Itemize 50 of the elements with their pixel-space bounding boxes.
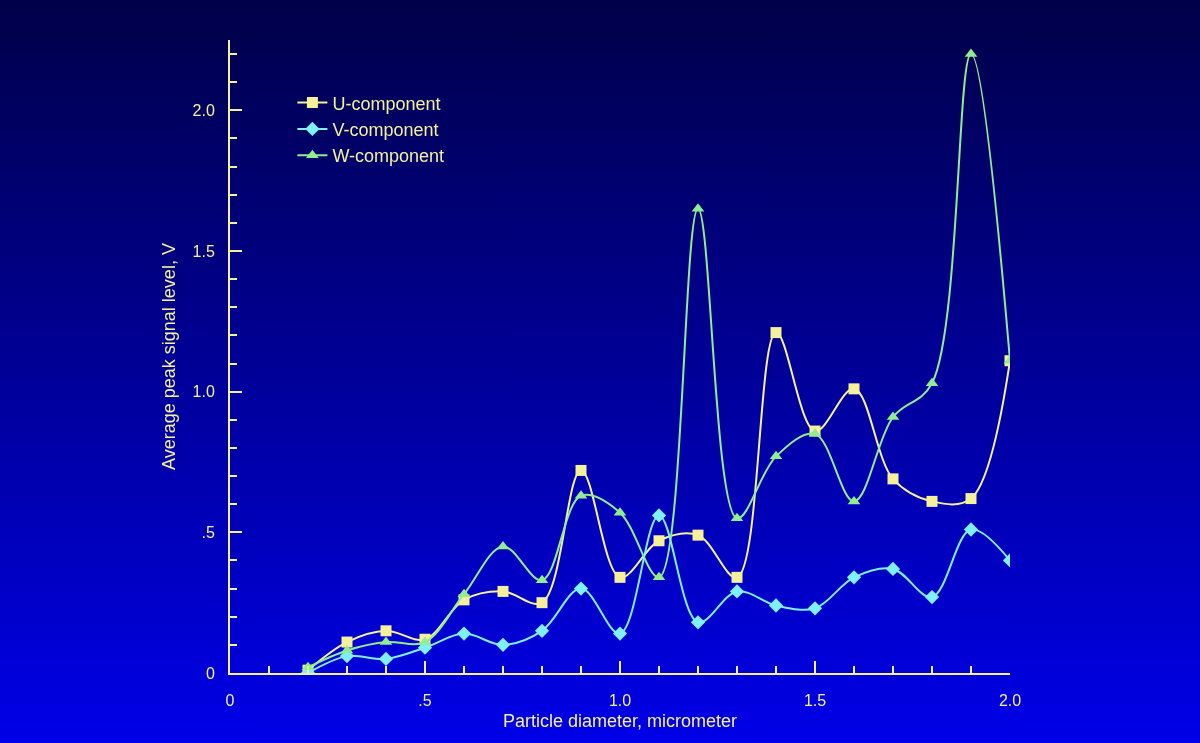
point [926, 495, 938, 507]
point [340, 644, 354, 654]
y-tick-label: 1.5 [192, 242, 215, 260]
point [731, 571, 743, 583]
point [924, 589, 940, 605]
point [575, 464, 587, 476]
point [497, 585, 509, 597]
point [847, 495, 861, 505]
point [651, 508, 667, 523]
point [965, 493, 977, 505]
point [692, 529, 704, 541]
y-tick-label: 2.0 [192, 101, 215, 119]
legend-label: W-component [332, 146, 445, 167]
point [653, 535, 665, 547]
point [496, 540, 510, 550]
point [963, 522, 979, 537]
y-axis-title: Average peak signal level, V [159, 243, 180, 470]
point [807, 601, 823, 616]
point [534, 623, 550, 638]
point [573, 581, 589, 596]
x-axis-title: Particle diameter, micrometer [502, 710, 738, 731]
point [770, 327, 782, 339]
point [885, 561, 901, 577]
point [769, 450, 783, 460]
point [846, 570, 862, 585]
point [495, 637, 511, 653]
point [614, 571, 626, 583]
y-tick-label: 1.0 [192, 383, 215, 401]
point [848, 383, 860, 395]
x-tick-label: 0 [225, 692, 235, 710]
point [612, 626, 628, 641]
point [690, 615, 706, 630]
point [652, 571, 666, 581]
x-tick-label: 2.0 [998, 692, 1022, 710]
point [729, 584, 745, 599]
point [730, 512, 744, 522]
legend-label: V-component [332, 119, 439, 140]
point [536, 597, 548, 609]
point [341, 636, 353, 648]
y-tick-label: .5 [201, 523, 215, 541]
point [887, 473, 899, 485]
point [380, 625, 392, 637]
point [378, 651, 394, 667]
x-tick-label: 1.5 [803, 692, 827, 710]
x-tick-label: 1.0 [608, 692, 632, 710]
y-tick-label: 0 [205, 664, 215, 682]
legend-label: U-component [332, 93, 441, 114]
point [456, 626, 472, 641]
x-tick-label: .5 [418, 692, 432, 710]
point [768, 598, 784, 613]
